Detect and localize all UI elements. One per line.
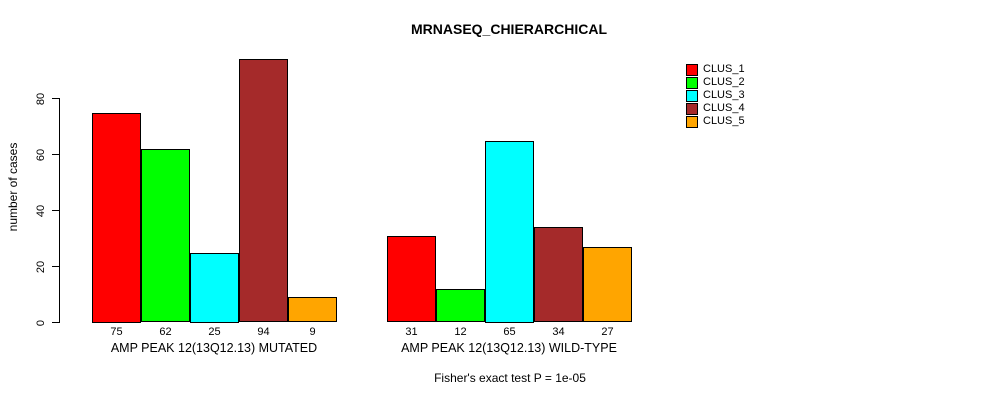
bar-clus_5-group1 (288, 297, 337, 323)
bar-clus_3-group1 (190, 252, 239, 323)
y-axis-line (59, 98, 60, 323)
chart-title: MRNASEQ_CHIERARCHICAL (410, 21, 608, 37)
y-tick-label-0: 0 (35, 319, 47, 326)
y-tick-label-40: 40 (35, 204, 47, 217)
legend-swatch-clus_3 (686, 90, 698, 102)
bar-clus_5-group2 (583, 246, 632, 323)
bar-value-clus_3-group2: 65 (503, 326, 516, 338)
bar-value-clus_2-group2: 12 (454, 326, 467, 338)
legend-label-clus_3: CLUS_3 (703, 89, 745, 101)
footnote-fishers-test: Fisher's exact test P = 1e-05 (434, 371, 586, 385)
legend-label-clus_4: CLUS_4 (703, 102, 745, 114)
y-tick-mark-80 (52, 98, 59, 99)
bar-value-clus_3-group1: 25 (208, 326, 221, 338)
group-label-mutated: AMP PEAK 12(13Q12.13) MUTATED (110, 341, 318, 355)
y-tick-mark-40 (52, 210, 59, 211)
y-tick-label-20: 20 (35, 260, 47, 273)
y-tick-mark-0 (52, 322, 59, 323)
bar-value-clus_1-group1: 75 (110, 326, 123, 338)
bar-value-clus_5-group1: 9 (309, 326, 316, 338)
bar-clus_4-group2 (534, 227, 583, 323)
bar-value-clus_4-group2: 34 (552, 326, 565, 338)
bar-clus_4-group1 (239, 59, 288, 323)
y-axis-label: number of cases (6, 142, 20, 232)
y-tick-label-80: 80 (35, 92, 47, 105)
y-tick-label-60: 60 (35, 148, 47, 161)
bar-clus_2-group2 (436, 288, 485, 323)
y-tick-mark-20 (52, 266, 59, 267)
bar-value-clus_5-group2: 27 (601, 326, 614, 338)
legend-label-clus_2: CLUS_2 (703, 76, 745, 88)
bar-value-clus_1-group2: 31 (405, 326, 418, 338)
bar-clus_2-group1 (141, 148, 190, 323)
bar-clus_3-group2 (485, 140, 534, 323)
bar-value-clus_4-group1: 94 (257, 326, 270, 338)
legend-swatch-clus_1 (686, 64, 698, 76)
legend-swatch-clus_2 (686, 77, 698, 89)
bar-clus_1-group1 (92, 112, 141, 323)
legend-swatch-clus_5 (686, 116, 698, 128)
legend-swatch-clus_4 (686, 103, 698, 115)
bar-value-clus_2-group1: 62 (159, 326, 172, 338)
legend-label-clus_1: CLUS_1 (703, 63, 745, 75)
group-label-wild-type: AMP PEAK 12(13Q12.13) WILD-TYPE (401, 341, 617, 355)
y-tick-mark-60 (52, 154, 59, 155)
legend-label-clus_5: CLUS_5 (703, 115, 745, 127)
bar-clus_1-group2 (387, 235, 436, 323)
